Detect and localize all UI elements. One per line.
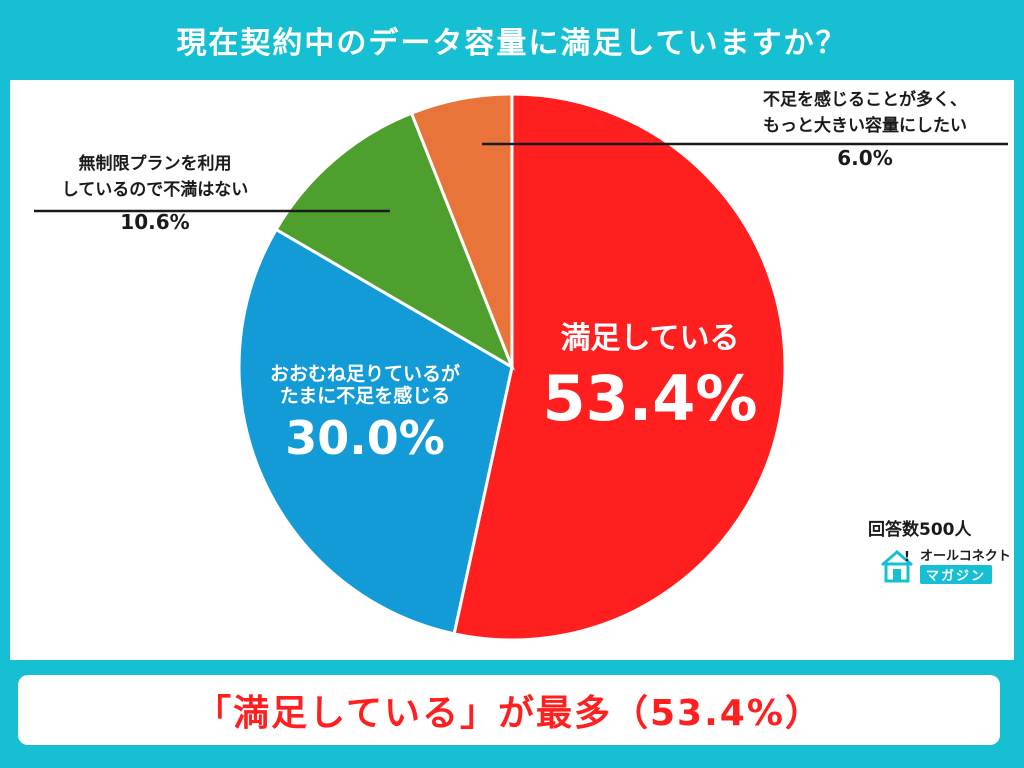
- slice-name-mostly-line1: おおむね足りているが: [269, 363, 460, 385]
- slice-name-mostly-line2: たまに不足を感じる: [279, 384, 451, 407]
- slice-name-want-more-line2: もっと大きい容量にしたい: [763, 115, 967, 136]
- house-icon: !: [881, 550, 913, 583]
- pie-slice-satisfied: [452, 92, 787, 642]
- logo-text-line2: マガジン: [920, 565, 993, 584]
- slice-name-unlimited-line2: しているので不満はない: [61, 179, 249, 200]
- slice-label-want-more: 不足を感じることが多く、 もっと大きい容量にしたい 6.0%: [720, 88, 1010, 173]
- slice-name-unlimited-line1: 無制限プランを利用: [78, 154, 232, 174]
- respondent-count: 回答数500人: [868, 520, 972, 540]
- slice-label-mostly: おおむね足りているが たまに不足を感じる 30.0%: [235, 363, 495, 465]
- slice-name-want-more-line1: 不足を感じることが多く、: [763, 90, 967, 110]
- slice-label-unlimited: 無制限プランを利用 しているので不満はない 10.6%: [20, 152, 290, 237]
- conclusion-banner: 「満足している」が最多（53.4%）: [18, 675, 1000, 745]
- logo-text-line1: オールコネクト: [920, 549, 1011, 564]
- slice-value-satisfied: 53.4%: [542, 361, 758, 435]
- slice-value-want-more: 6.0%: [837, 146, 893, 170]
- slice-name-satisfied: 満足している: [560, 321, 740, 356]
- svg-text:!: !: [904, 550, 910, 565]
- slice-value-mostly: 30.0%: [285, 410, 445, 465]
- pie-slice-want-more: [409, 92, 514, 368]
- brand-logo: ! オールコネクト マガジン: [878, 545, 1011, 585]
- pie-slice-mostly: [237, 227, 514, 636]
- pie-slice-unlimited: [274, 111, 515, 371]
- chart-title: 現在契約中のデータ容量に満足していますか？: [176, 26, 848, 61]
- slice-label-satisfied: 満足している 53.4%: [525, 321, 775, 435]
- slice-value-unlimited: 10.6%: [120, 210, 190, 234]
